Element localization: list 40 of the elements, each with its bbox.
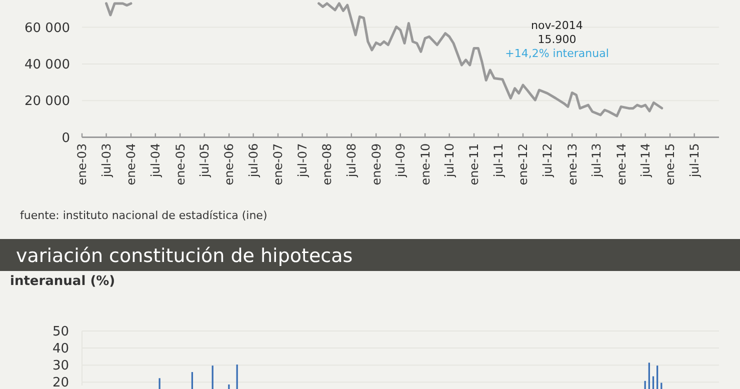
x-tick-label: jul-10 <box>442 143 457 178</box>
y-tick-label: 20 <box>52 376 69 389</box>
y-tick-label: 60 000 <box>24 20 70 36</box>
y-axis-title: interanual (%) <box>10 274 116 289</box>
x-tick-label: jul-11 <box>492 143 506 178</box>
y-tick-label: 20 000 <box>24 94 70 110</box>
x-tick-label: ene-06 <box>222 143 236 186</box>
y-tick-label: 30 <box>52 358 69 374</box>
annotation: 15.900 <box>538 33 576 46</box>
x-tick-label: jul-05 <box>198 143 212 178</box>
chart-title: variación constitución de hipotecas <box>16 245 353 267</box>
x-tick-label: ene-08 <box>320 143 334 186</box>
source-note: fuente: instituto nacional de estadística (ine) <box>20 209 268 222</box>
y-tick-label: 40 <box>52 342 69 357</box>
x-tick-label: ene-03 <box>75 143 90 186</box>
x-tick-label: jul-06 <box>246 143 261 178</box>
x-tick-label: ene-10 <box>418 143 432 186</box>
y-tick-label: 40 000 <box>24 58 70 73</box>
y-tick-label: 50 <box>52 324 69 340</box>
x-tick-label: jul-12 <box>540 143 555 178</box>
x-tick-label: jul-13 <box>590 143 604 178</box>
x-tick-label: jul-15 <box>688 143 702 178</box>
x-tick-label: jul-09 <box>394 143 408 178</box>
x-tick-label: jul-03 <box>99 143 114 178</box>
x-tick-label: jul-14 <box>638 143 653 178</box>
x-tick-label: ene-13 <box>565 143 580 186</box>
x-tick-label: jul-07 <box>295 143 310 178</box>
y-tick-label: 0 <box>62 130 70 146</box>
x-tick-label: ene-07 <box>271 143 286 186</box>
x-tick-label: jul-04 <box>148 143 163 178</box>
x-tick-label: ene-09 <box>369 143 384 186</box>
x-tick-label: jul-08 <box>344 143 359 178</box>
x-tick-label: ene-15 <box>663 143 678 186</box>
x-tick-label: ene-11 <box>467 143 482 186</box>
annotation: +14,2% interanual <box>505 47 609 60</box>
x-tick-label: ene-12 <box>516 143 530 186</box>
x-tick-label: ene-04 <box>124 143 138 186</box>
annotation: nov-2014 <box>531 19 583 32</box>
x-tick-label: ene-14 <box>614 143 628 186</box>
x-tick-label: ene-05 <box>173 143 188 186</box>
